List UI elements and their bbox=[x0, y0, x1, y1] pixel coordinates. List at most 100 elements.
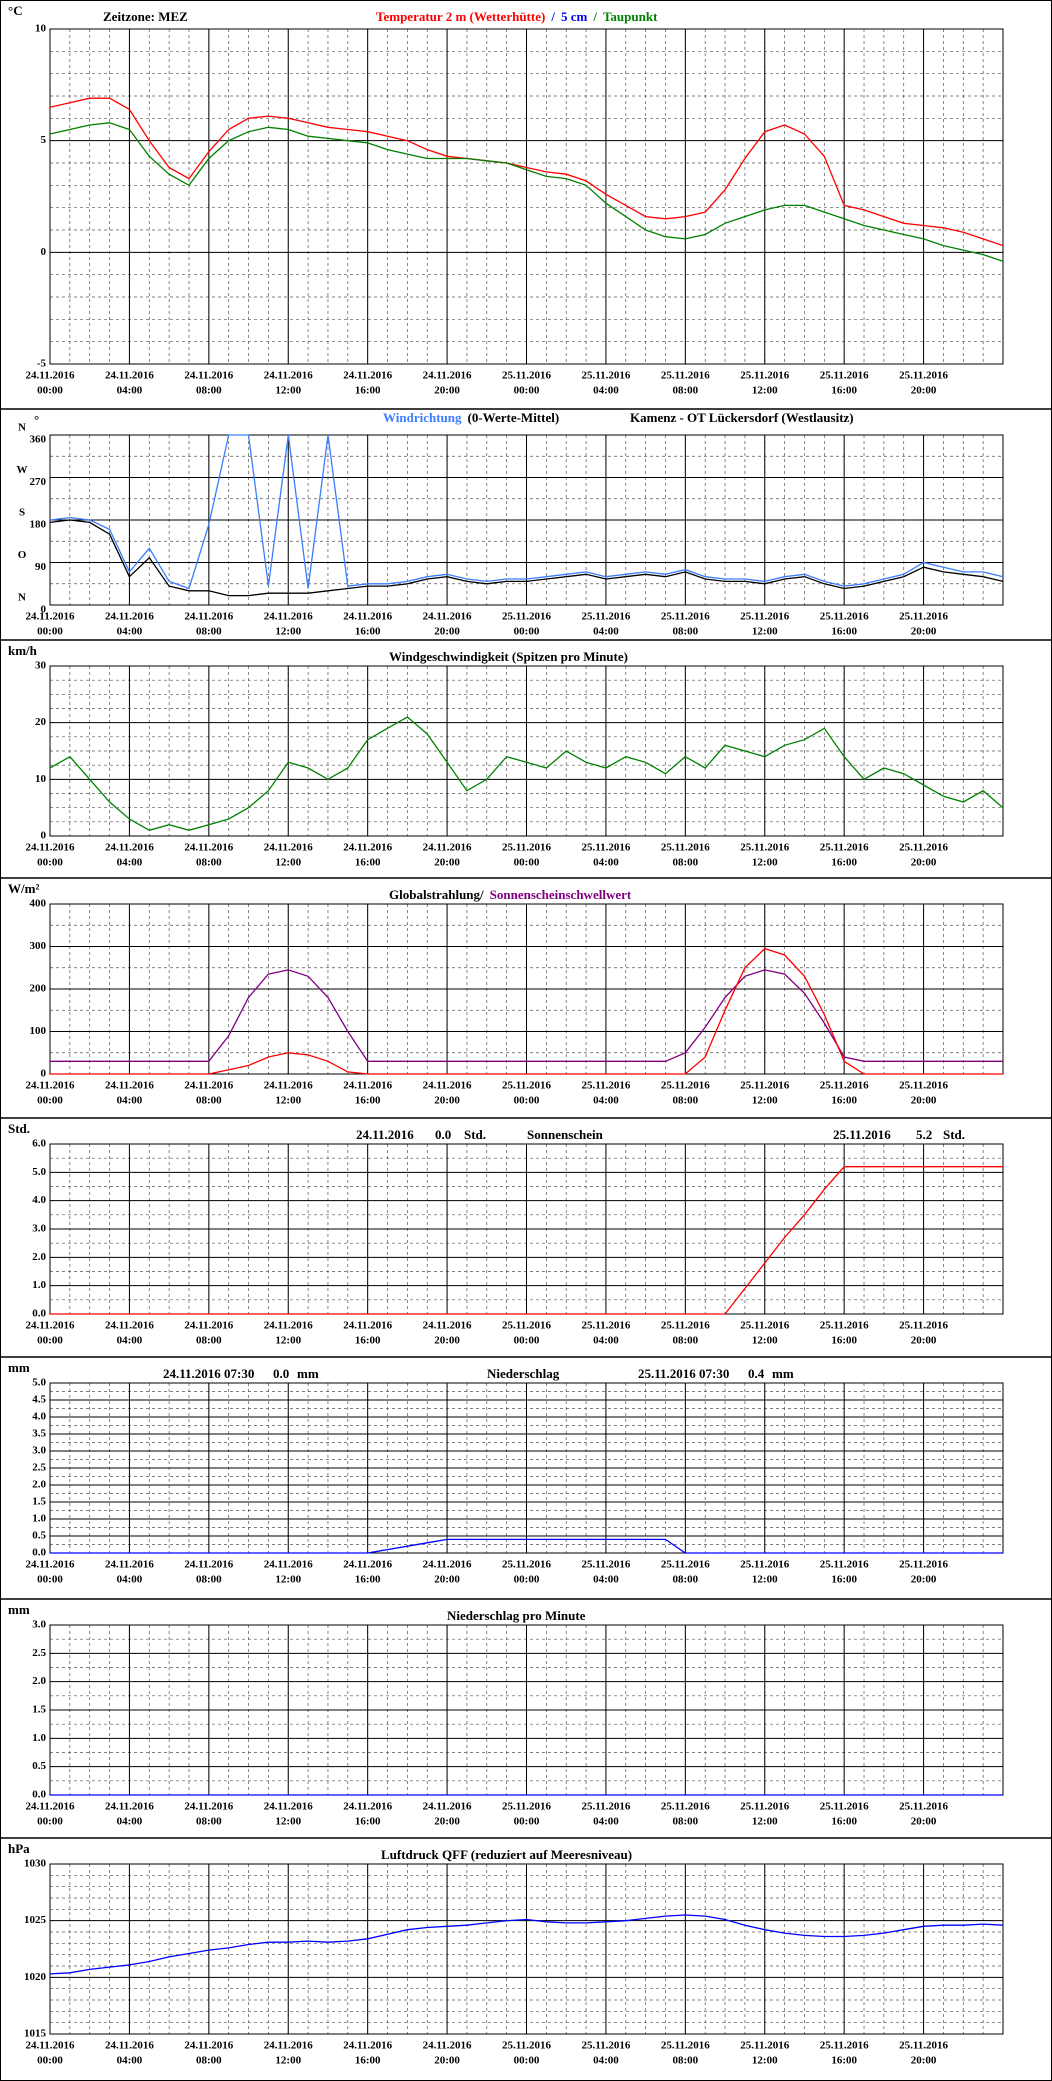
x-tick-date: 25.11.2016 bbox=[502, 1080, 551, 1092]
y-tick-label: 3.0 bbox=[32, 1445, 46, 1457]
y-tick-label: 400 bbox=[30, 898, 47, 910]
header-part: Luftdruck QFF (reduziert auf Meeresnivea… bbox=[381, 1847, 632, 1862]
x-tick-label: 12:00 bbox=[275, 1335, 301, 1347]
header-part: Taupunkt bbox=[603, 9, 658, 24]
x-tick-label: 16:00 bbox=[355, 857, 381, 869]
x-tick-label: 08:00 bbox=[672, 1335, 698, 1347]
header: Temperatur 2 m (Wetterhütte) / 5 cm / Taupun… bbox=[376, 9, 658, 24]
header-part: mm bbox=[772, 1366, 794, 1381]
x-tick-label: 12:00 bbox=[275, 857, 301, 869]
x-tick-label: 12:00 bbox=[752, 1095, 778, 1107]
x-tick-label: 00:00 bbox=[37, 385, 63, 397]
x-tick-date: 24.11.2016 bbox=[184, 842, 233, 854]
x-tick-label: 00:00 bbox=[37, 626, 63, 638]
y-tick-label: 1025 bbox=[24, 1914, 47, 1926]
series-line bbox=[50, 1538, 1003, 1554]
y-tick-label: 1015 bbox=[24, 2028, 47, 2040]
x-tick-label: 08:00 bbox=[196, 857, 222, 869]
y-tick-label: 20 bbox=[35, 716, 47, 728]
x-tick-label: 16:00 bbox=[831, 626, 857, 638]
x-tick-label: 20:00 bbox=[434, 1335, 460, 1347]
x-tick-label: 00:00 bbox=[514, 1816, 540, 1828]
x-tick-date: 25.11.2016 bbox=[502, 1801, 551, 1813]
x-tick-date: 25.11.2016 bbox=[581, 370, 630, 382]
header-part: Niederschlag pro Minute bbox=[447, 1608, 586, 1623]
header: Sonnenschein bbox=[527, 1127, 604, 1142]
x-tick-label: 16:00 bbox=[355, 1816, 381, 1828]
header: 24.11.2016 07:30 bbox=[163, 1366, 254, 1381]
x-tick-label: 08:00 bbox=[196, 385, 222, 397]
x-tick-label: 16:00 bbox=[355, 2055, 381, 2067]
x-tick-date: 25.11.2016 bbox=[899, 2040, 948, 2052]
series-line bbox=[49, 519, 1004, 597]
header-part: Kamenz - OT Lückersdorf (Westlausitz) bbox=[630, 410, 854, 425]
x-tick-label: 20:00 bbox=[434, 1574, 460, 1586]
x-tick-label: 08:00 bbox=[196, 626, 222, 638]
x-tick-label: 04:00 bbox=[593, 1574, 619, 1586]
x-tick-date: 24.11.2016 bbox=[343, 2040, 392, 2052]
x-tick-label: 16:00 bbox=[355, 385, 381, 397]
y-tick-label: 360 bbox=[30, 434, 47, 446]
x-tick-date: 24.11.2016 bbox=[264, 1559, 313, 1571]
y-tick-label: 0.5 bbox=[32, 1530, 46, 1542]
header: Std. bbox=[464, 1127, 486, 1142]
x-tick-date: 25.11.2016 bbox=[740, 1320, 789, 1332]
x-tick-date: 25.11.2016 bbox=[899, 1080, 948, 1092]
header: Zeitzone: MEZ bbox=[103, 9, 188, 24]
y-tick-label: 0 bbox=[41, 604, 47, 616]
x-tick-label: 12:00 bbox=[752, 1335, 778, 1347]
header: mm bbox=[772, 1366, 794, 1381]
header: mm bbox=[297, 1366, 319, 1381]
x-tick-date: 25.11.2016 bbox=[899, 1801, 948, 1813]
y-tick-label: 1.0 bbox=[32, 1513, 46, 1525]
y-tick-label: 1.0 bbox=[32, 1732, 46, 1744]
x-tick-label: 04:00 bbox=[117, 1095, 143, 1107]
y-tick-label: 4.0 bbox=[32, 1194, 46, 1206]
x-tick-date: 25.11.2016 bbox=[820, 842, 869, 854]
x-tick-date: 25.11.2016 bbox=[502, 611, 551, 623]
y-tick-label: 2.5 bbox=[32, 1647, 46, 1659]
x-tick-label: 12:00 bbox=[275, 385, 301, 397]
series-line bbox=[49, 122, 1004, 262]
x-tick-date: 24.11.2016 bbox=[264, 2040, 313, 2052]
header: 24.11.2016 bbox=[356, 1127, 414, 1142]
x-tick-label: 16:00 bbox=[831, 2055, 857, 2067]
header-part: (0-Werte-Mittel) bbox=[468, 410, 560, 425]
series-line bbox=[49, 1914, 1004, 1975]
header-part: Std. bbox=[943, 1127, 965, 1142]
compass-label: S bbox=[19, 507, 25, 519]
x-tick-date: 24.11.2016 bbox=[105, 2040, 154, 2052]
y-tick-label: 180 bbox=[30, 519, 47, 531]
x-tick-label: 00:00 bbox=[514, 1574, 540, 1586]
x-tick-date: 24.11.2016 bbox=[423, 1320, 472, 1332]
x-tick-date: 25.11.2016 bbox=[581, 842, 630, 854]
y-tick-label: 3.0 bbox=[32, 1619, 46, 1631]
x-tick-date: 25.11.2016 bbox=[820, 1080, 869, 1092]
header: Std. bbox=[943, 1127, 965, 1142]
series-line bbox=[50, 947, 1003, 1075]
x-tick-label: 00:00 bbox=[37, 1574, 63, 1586]
x-tick-date: 24.11.2016 bbox=[105, 611, 154, 623]
x-tick-date: 25.11.2016 bbox=[581, 1559, 630, 1571]
x-tick-date: 25.11.2016 bbox=[820, 1320, 869, 1332]
x-tick-label: 16:00 bbox=[355, 1335, 381, 1347]
x-tick-date: 24.11.2016 bbox=[264, 1320, 313, 1332]
y-tick-label: -5 bbox=[37, 358, 47, 370]
x-tick-date: 24.11.2016 bbox=[184, 1080, 233, 1092]
header: 5.2 bbox=[916, 1127, 932, 1142]
x-tick-label: 16:00 bbox=[831, 1816, 857, 1828]
x-tick-label: 04:00 bbox=[593, 2055, 619, 2067]
y-tick-label: 0.0 bbox=[32, 1547, 46, 1559]
x-tick-date: 25.11.2016 bbox=[661, 370, 710, 382]
header-part: Niederschlag bbox=[487, 1366, 560, 1381]
header-part: 24.11.2016 07:30 bbox=[163, 1366, 254, 1381]
x-tick-date: 24.11.2016 bbox=[184, 611, 233, 623]
x-tick-date: 24.11.2016 bbox=[264, 1080, 313, 1092]
x-tick-label: 08:00 bbox=[672, 1574, 698, 1586]
x-tick-date: 25.11.2016 bbox=[581, 1320, 630, 1332]
x-tick-date: 24.11.2016 bbox=[26, 1080, 75, 1092]
x-tick-date: 24.11.2016 bbox=[105, 1801, 154, 1813]
y-tick-label: 6.0 bbox=[32, 1138, 46, 1150]
x-tick-date: 25.11.2016 bbox=[740, 842, 789, 854]
